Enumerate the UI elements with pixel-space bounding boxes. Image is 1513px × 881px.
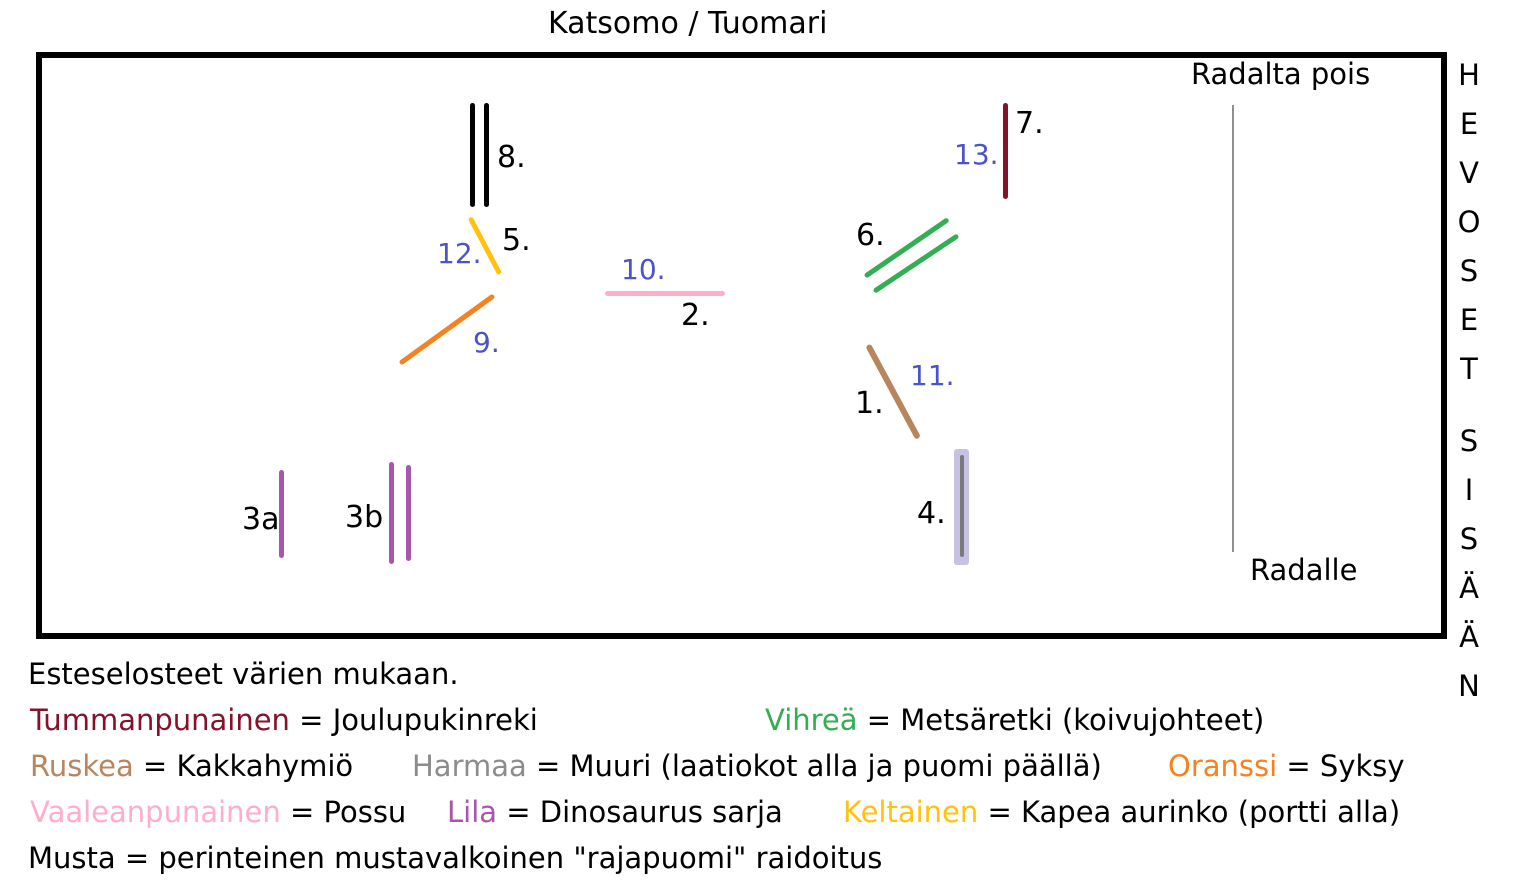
page-title: Katsomo / Tuomari <box>548 6 828 41</box>
legend-color-darkred: Tummanpunainen <box>30 703 290 737</box>
legend-color-orange: Oranssi <box>1168 749 1278 783</box>
obstacle-8-rail-1 <box>470 103 475 207</box>
legend-desc-darkred: = Joulupukinreki <box>289 703 538 737</box>
legend-desc-gray: = Muuri (laatiokot alla ja puomi päällä) <box>526 749 1102 783</box>
side-label-hevoset: HEVOSET <box>1452 58 1486 401</box>
legend-color-purple: Lila <box>447 795 498 829</box>
legend-color-gray: Harmaa <box>412 749 527 783</box>
obstacle-3a-rail <box>279 470 284 558</box>
obstacle-5-number: 5. <box>502 223 531 258</box>
track-entry-label: Radalle <box>1250 553 1358 587</box>
legend-desc-orange: = Syksy <box>1277 749 1405 783</box>
obstacle-13-number: 13. <box>954 138 999 171</box>
legend-entry-darkred: Tummanpunainen = Joulupukinreki <box>30 703 538 737</box>
track-exit-label: Radalta pois <box>1191 57 1371 91</box>
legend-color-pink: Vaaleanpunainen <box>30 795 281 829</box>
obstacle-3a-number: 3a <box>242 502 280 537</box>
legend-desc-brown: = Kakkahymiö <box>133 749 354 783</box>
legend-desc-pink: = Possu <box>280 795 407 829</box>
obstacle-2-pink-rail <box>605 291 725 296</box>
legend-heading: Esteselosteet värien mukaan. <box>28 657 459 691</box>
legend-entry-yellow: Keltainen = Kapea aurinko (portti alla) <box>843 795 1400 829</box>
legend-entry-green: Vihreä = Metsäretki (koivujohteet) <box>765 703 1264 737</box>
legend-entry-orange: Oranssi = Syksy <box>1168 749 1405 783</box>
obstacle-1-number: 1. <box>855 386 884 421</box>
obstacle-9-number: 9. <box>473 326 500 359</box>
legend-entry-pink: Vaaleanpunainen = Possu <box>30 795 406 829</box>
entry-exit-divider-line <box>1232 105 1234 552</box>
arena-box <box>36 52 1447 639</box>
obstacle-11-number: 11. <box>910 359 955 392</box>
obstacle-2-number: 2. <box>681 298 710 333</box>
legend-desc-yellow: = Kapea aurinko (portti alla) <box>978 795 1401 829</box>
obstacle-12-number: 12. <box>437 237 482 270</box>
legend-color-yellow: Keltainen <box>843 795 979 829</box>
obstacle-4-gray-rail <box>960 455 964 557</box>
obstacle-7-number: 7. <box>1015 106 1044 141</box>
obstacle-8-rail-2 <box>484 103 489 207</box>
obstacle-4-number: 4. <box>917 496 946 531</box>
obstacle-8-number: 8. <box>497 140 526 175</box>
legend-entry-purple: Lila = Dinosaurus sarja <box>447 795 783 829</box>
legend-entry-black: Musta = perinteinen mustavalkoinen "raja… <box>28 841 883 875</box>
side-label-sisaan: SISÄÄN <box>1452 424 1486 718</box>
legend-entry-brown: Ruskea = Kakkahymiö <box>30 749 353 783</box>
legend-color-brown: Ruskea <box>30 749 134 783</box>
obstacle-3b-number: 3b <box>345 500 384 535</box>
legend-desc-purple: = Dinosaurus sarja <box>497 795 783 829</box>
obstacle-7-darkred-rail <box>1003 103 1008 199</box>
legend-desc-green: = Metsäretki (koivujohteet) <box>857 703 1265 737</box>
legend-entry-gray: Harmaa = Muuri (laatiokot alla ja puomi … <box>412 749 1102 783</box>
obstacle-3b-rail-2 <box>406 465 411 561</box>
obstacle-3b-rail-1 <box>389 462 394 564</box>
obstacle-10-number: 10. <box>621 253 666 286</box>
obstacle-6-number: 6. <box>856 218 885 253</box>
legend-color-green: Vihreä <box>765 703 858 737</box>
